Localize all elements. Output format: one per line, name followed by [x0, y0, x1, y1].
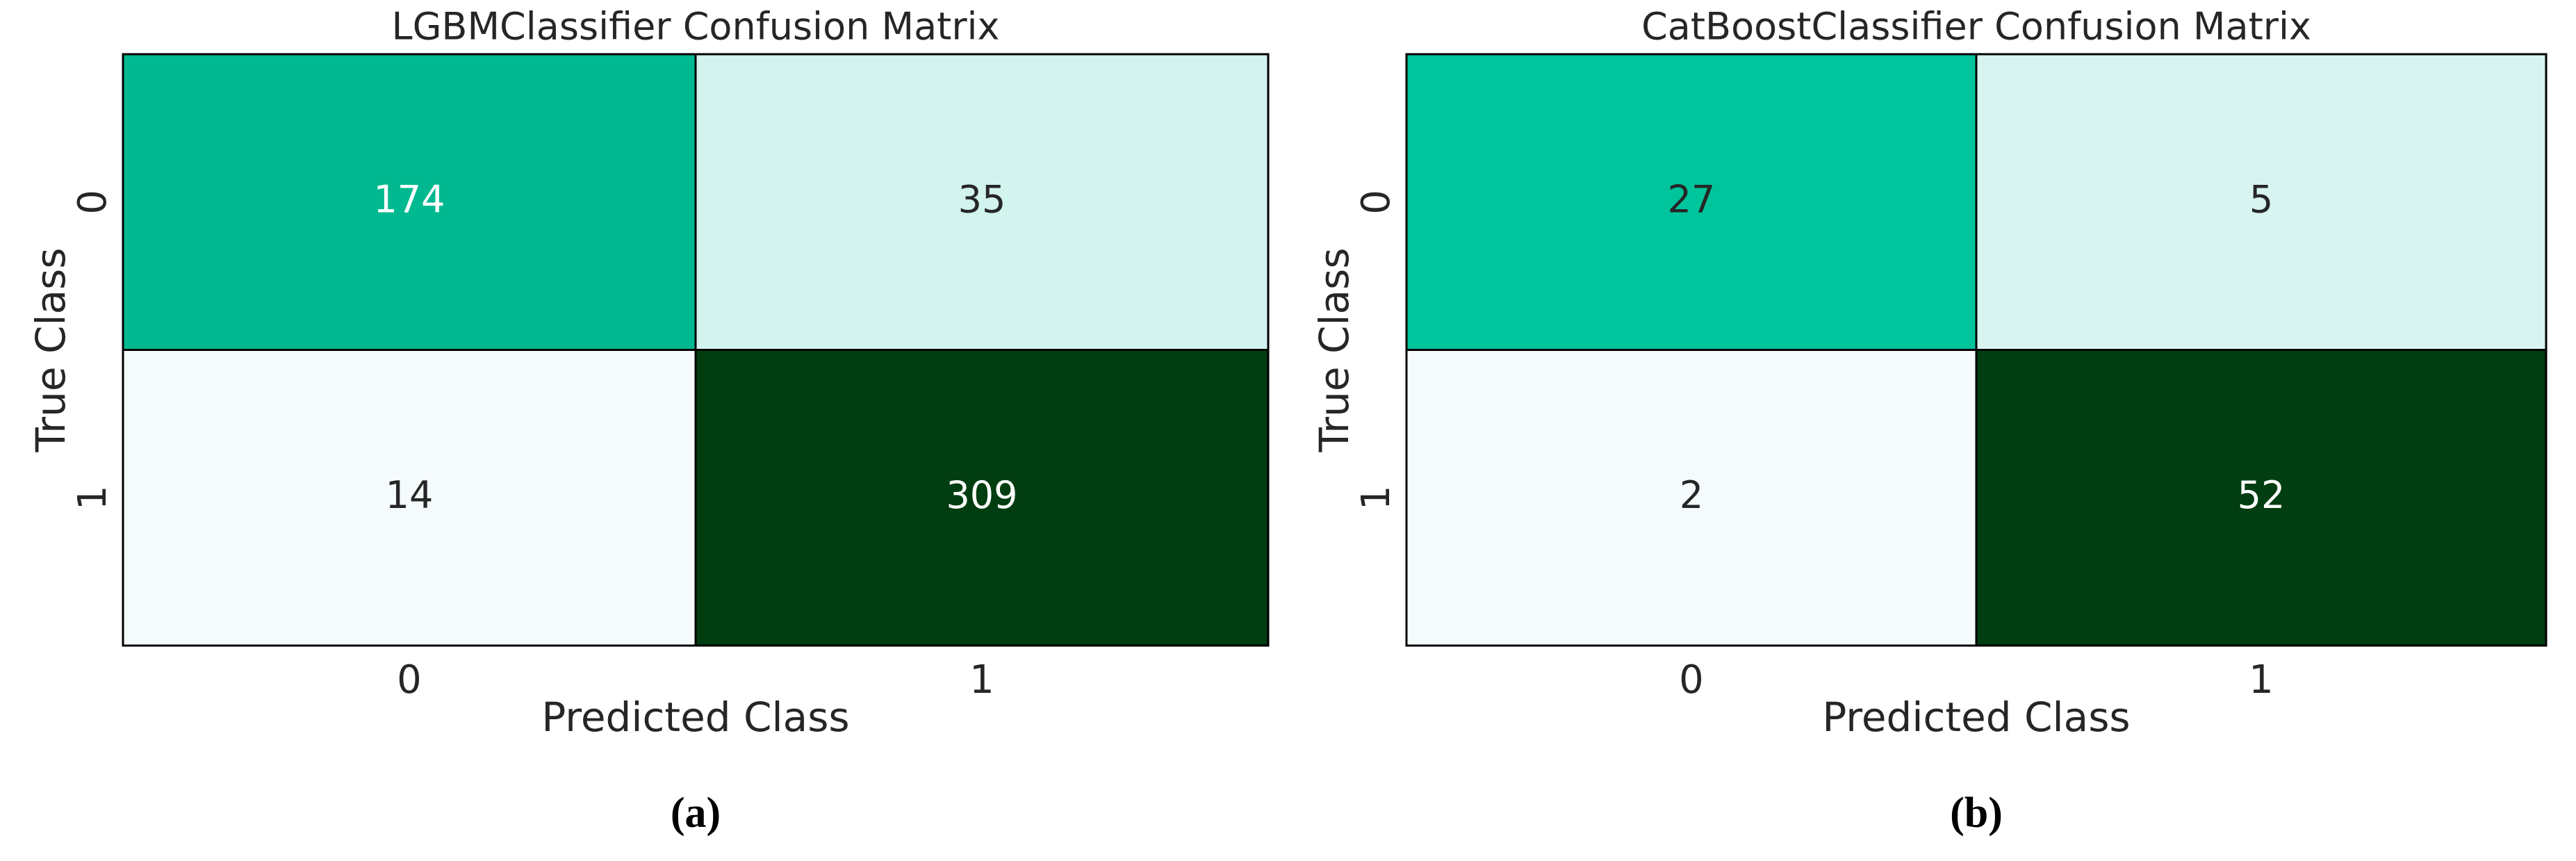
y-tick-label: 1: [1354, 485, 1399, 510]
cell-label: 52: [2238, 473, 2286, 517]
x-axis-label: Predicted Class: [541, 694, 849, 741]
heatmap-cell: [694, 349, 1270, 647]
x-tick-label: 1: [2249, 657, 2274, 703]
cell-label: 174: [373, 177, 445, 221]
cell-label: 35: [958, 177, 1006, 221]
heatmap-cell: [1975, 53, 2548, 351]
heatmap-cell: [122, 53, 697, 351]
axes-frame: [122, 53, 1270, 647]
caption: (b): [1950, 789, 2003, 837]
caption: (a): [671, 789, 721, 837]
y-tick-label: 0: [1354, 190, 1399, 215]
heatmap-cell: [122, 349, 697, 647]
cell-label: 309: [946, 473, 1017, 517]
x-tick-label: 0: [397, 657, 422, 703]
chart-title: LGBMClassifier Confusion Matrix: [391, 5, 999, 49]
cell-label: 27: [1668, 177, 1716, 221]
x-axis-label: Predicted Class: [1822, 694, 2130, 741]
y-tick-label: 0: [70, 190, 115, 215]
x-tick-label: 1: [969, 657, 994, 703]
cell-label: 2: [1680, 473, 1703, 517]
x-tick-label: 0: [1679, 657, 1704, 703]
y-tick-label: 1: [70, 485, 115, 510]
cell-label: 14: [386, 473, 434, 517]
heatmap-cell: [1975, 349, 2548, 647]
y-axis-label: True Class: [27, 247, 74, 452]
cell-label: 5: [2249, 177, 2273, 221]
heatmap-cell: [694, 53, 1270, 351]
axes-frame: [1405, 53, 2548, 647]
y-axis-label: True Class: [1311, 247, 1358, 452]
chart-title: CatBoostClassifier Confusion Matrix: [1641, 5, 2311, 49]
